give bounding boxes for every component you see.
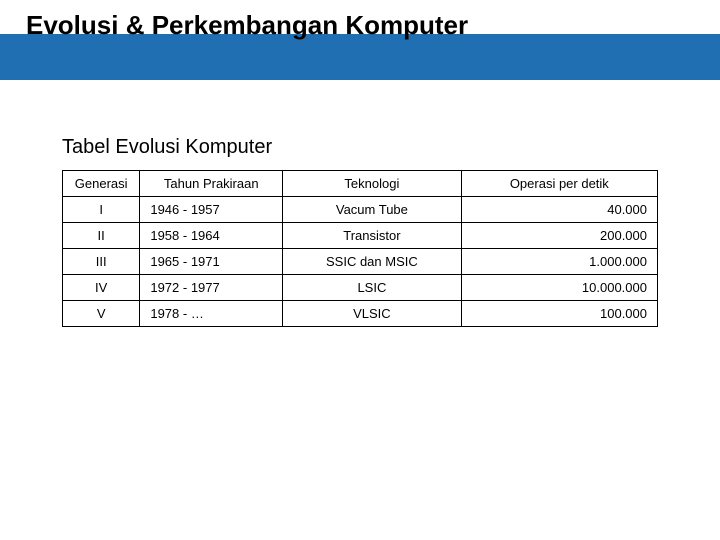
evolution-table: Generasi Tahun Prakiraan Teknologi Opera…: [62, 170, 658, 327]
cell-technology: SSIC dan MSIC: [283, 249, 462, 275]
col-header-ops: Operasi per detik: [461, 171, 657, 197]
cell-generation: V: [63, 301, 140, 327]
cell-year: 1946 - 1957: [140, 197, 283, 223]
cell-technology: Transistor: [283, 223, 462, 249]
cell-year: 1972 - 1977: [140, 275, 283, 301]
cell-generation: I: [63, 197, 140, 223]
table-row: IV 1972 - 1977 LSIC 10.000.000: [63, 275, 658, 301]
cell-ops: 100.000: [461, 301, 657, 327]
table-row: III 1965 - 1971 SSIC dan MSIC 1.000.000: [63, 249, 658, 275]
table-header-row: Generasi Tahun Prakiraan Teknologi Opera…: [63, 171, 658, 197]
table-row: I 1946 - 1957 Vacum Tube 40.000: [63, 197, 658, 223]
col-header-year: Tahun Prakiraan: [140, 171, 283, 197]
cell-year: 1965 - 1971: [140, 249, 283, 275]
col-header-technology: Teknologi: [283, 171, 462, 197]
cell-generation: II: [63, 223, 140, 249]
cell-ops: 10.000.000: [461, 275, 657, 301]
cell-ops: 200.000: [461, 223, 657, 249]
table-row: V 1978 - … VLSIC 100.000: [63, 301, 658, 327]
cell-ops: 40.000: [461, 197, 657, 223]
col-header-generation: Generasi: [63, 171, 140, 197]
table-row: II 1958 - 1964 Transistor 200.000: [63, 223, 658, 249]
cell-technology: Vacum Tube: [283, 197, 462, 223]
cell-technology: VLSIC: [283, 301, 462, 327]
cell-year: 1978 - …: [140, 301, 283, 327]
cell-technology: LSIC: [283, 275, 462, 301]
slide-title: Evolusi & Perkembangan Komputer: [26, 10, 468, 41]
cell-year: 1958 - 1964: [140, 223, 283, 249]
cell-generation: III: [63, 249, 140, 275]
evolution-table-container: Generasi Tahun Prakiraan Teknologi Opera…: [62, 170, 658, 327]
cell-generation: IV: [63, 275, 140, 301]
cell-ops: 1.000.000: [461, 249, 657, 275]
table-caption: Tabel Evolusi Komputer: [62, 136, 272, 159]
